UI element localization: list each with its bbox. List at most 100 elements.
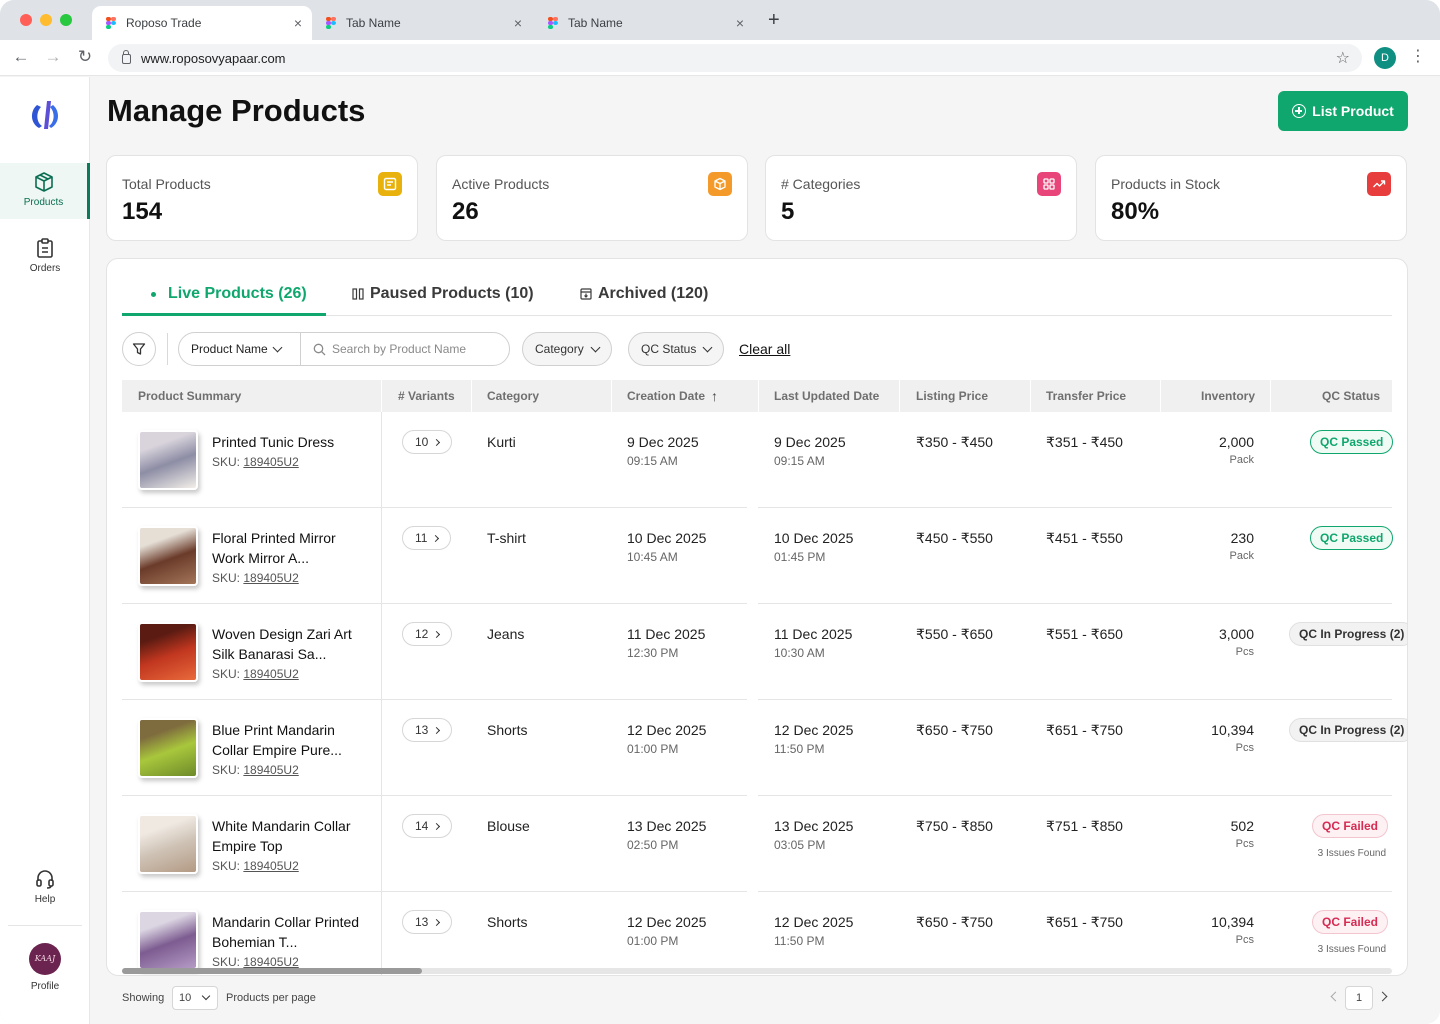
table-row[interactable]: Floral Printed Mirror Work Mirror A... SK… [122,508,1394,604]
sku-link[interactable]: 189405U2 [243,955,299,969]
sku-link[interactable]: 189405U2 [243,455,299,469]
product-name-cell[interactable]: Mandarin Collar Printed Bohemian T... SKU… [212,912,362,972]
qc-status-filter[interactable]: QC Status [628,332,725,366]
sidebar-item-help[interactable]: Help [0,860,90,916]
search-field-select[interactable]: Product Name [179,333,301,365]
product-name-cell[interactable]: Floral Printed Mirror Work Mirror A... SK… [212,528,362,588]
product-name-cell[interactable]: Blue Print Mandarin Collar Empire Pure..… [212,720,362,780]
variants-button[interactable]: 14 [402,814,453,838]
browser-profile-avatar[interactable]: D [1374,47,1396,69]
tab-paused-products[interactable]: Paused Products (10) [352,285,534,303]
qc-status-badge[interactable]: QC Passed [1310,430,1394,454]
sidebar-item-products[interactable]: Products [0,163,90,219]
product-name-cell[interactable]: White Mandarin Collar Empire Top SKU: 189… [212,816,362,876]
roposo-logo [31,101,59,129]
url-text: www.roposovyapaar.com [141,50,286,66]
stat-label: Products in Stock [1111,176,1220,192]
bookmark-star-icon[interactable]: ☆ [1335,50,1350,67]
close-tab-icon[interactable]: × [293,15,302,31]
qc-issues-text[interactable]: 3 Issues Found [1317,944,1386,955]
sidebar-item-profile[interactable]: KAAJ Profile [0,935,90,995]
maximize-window-button[interactable] [60,14,72,26]
chevron-right-icon [433,438,441,446]
figma-icon [106,17,116,29]
browser-tab[interactable]: Tab Name × [312,6,532,40]
table-row[interactable]: Mandarin Collar Printed Bohemian T... SKU… [122,892,1392,975]
variants-button[interactable]: 13 [402,718,453,742]
category-filter-label: Category [535,342,584,356]
column-header: # Variants [398,389,455,403]
browser-tab[interactable]: Tab Name × [534,6,754,40]
per-page-value: 10 [179,992,192,1004]
qc-status-badge[interactable]: QC Failed [1312,814,1389,838]
reload-icon[interactable]: ↻ [77,47,93,66]
variants-button[interactable]: 10 [402,430,453,454]
qc-status-badge[interactable]: QC In Progress (2) [1289,718,1407,742]
product-thumbnail[interactable] [138,430,198,490]
new-tab-icon[interactable]: + [768,9,780,31]
close-tab-icon[interactable]: × [735,15,744,31]
chevron-down-icon [590,342,601,352]
clipboard-icon [37,238,53,258]
table-row[interactable]: Woven Design Zari Art Silk Banarasi Sa..… [122,604,1407,700]
table-row[interactable]: Blue Print Mandarin Collar Empire Pure..… [122,700,1407,796]
tab-archived[interactable]: Archived (120) [580,285,708,303]
stat-label: Active Products [452,176,550,192]
qc-status-badge[interactable]: QC In Progress (2) [1289,622,1407,646]
more-menu-icon[interactable]: ⋮ [1410,48,1426,65]
sku-link[interactable]: 189405U2 [243,763,299,777]
horizontal-scrollbar[interactable] [122,968,1392,974]
sidebar-item-orders[interactable]: Orders [0,229,90,285]
tab-title: Tab Name [346,16,401,30]
sku-link[interactable]: 189405U2 [243,571,299,585]
qc-status-badge[interactable]: QC Passed [1310,526,1394,550]
stat-value: 5 [781,198,795,225]
filter-button[interactable] [122,332,156,366]
forward-arrow-icon[interactable]: → [44,47,62,66]
stat-card-active-products: Active Products 26 [436,155,748,241]
variants-button[interactable]: 11 [402,526,452,550]
per-page-select[interactable]: 10 [172,986,218,1010]
search-input[interactable]: Search by Product Name [301,333,509,365]
product-name-cell[interactable]: Woven Design Zari Art Silk Banarasi Sa..… [212,624,362,684]
sku-link[interactable]: 189405U2 [243,667,299,681]
qc-status-filter-label: QC Status [641,342,697,356]
product-thumbnail[interactable] [138,910,198,970]
tab-live-products[interactable]: Live Products (26) [151,285,307,303]
updated-date-cell: 13 Dec 2025 03:05 PM [774,818,854,852]
sku-link[interactable]: 189405U2 [243,859,299,873]
product-thumbnail[interactable] [138,622,198,682]
category-filter[interactable]: Category [522,332,612,366]
product-name: Woven Design Zari Art Silk Banarasi Sa..… [212,626,352,662]
qc-status-badge[interactable]: QC Failed [1312,910,1389,934]
list-product-button[interactable]: List Product [1278,91,1408,131]
chevron-right-icon [432,534,440,542]
product-name: Blue Print Mandarin Collar Empire Pure..… [212,722,342,758]
tab-label: Live Products (26) [168,285,307,302]
product-thumbnail[interactable] [138,718,198,778]
product-thumbnail[interactable] [138,814,198,874]
close-tab-icon[interactable]: × [513,15,522,31]
product-name-cell[interactable]: Printed Tunic Dress SKU: 189405U2 [212,432,362,472]
product-thumbnail[interactable] [138,526,198,586]
column-header-sortable[interactable]: Creation Date ↑ [627,380,718,412]
url-field[interactable]: www.roposovyapaar.com ☆ [108,44,1362,72]
next-page-icon[interactable] [1377,991,1388,1002]
product-sku: SKU: 189405U2 [212,455,299,469]
qc-issues-text[interactable]: 3 Issues Found [1317,848,1386,859]
category-cell: Jeans [487,626,525,642]
current-page[interactable]: 1 [1345,986,1373,1010]
close-window-button[interactable] [20,14,32,26]
back-arrow-icon[interactable]: ← [12,47,30,66]
variants-button[interactable]: 13 [402,910,453,934]
table-row[interactable]: White Mandarin Collar Empire Top SKU: 189… [122,796,1392,892]
table-row[interactable]: Printed Tunic Dress SKU: 189405U2 10 Kurti 9… [122,412,1394,508]
scrollbar-thumb[interactable] [122,968,422,974]
prev-page-icon[interactable] [1330,991,1341,1002]
clear-all-link[interactable]: Clear all [739,341,791,357]
minimize-window-button[interactable] [40,14,52,26]
variants-button[interactable]: 12 [402,622,453,646]
browser-tab-active[interactable]: Roposo Trade × [92,6,312,40]
listing-price-cell: ₹350 - ₹450 [916,434,993,450]
showing-label: Showing [122,992,165,1004]
